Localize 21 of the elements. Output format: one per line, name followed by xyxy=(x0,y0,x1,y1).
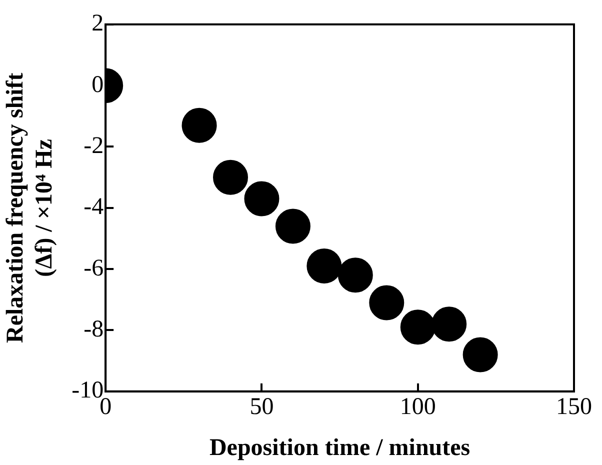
y-tick-label: -8 xyxy=(84,316,104,343)
point xyxy=(244,181,280,216)
point xyxy=(462,337,498,372)
x-tick-label: 100 xyxy=(400,394,436,420)
y-tick-label: -6 xyxy=(84,255,104,282)
point xyxy=(213,160,248,195)
x-tick-label: 150 xyxy=(556,394,592,420)
point xyxy=(338,258,373,293)
y-tick-label: -4 xyxy=(84,194,104,220)
y-tick-label: 2 xyxy=(92,10,104,37)
point xyxy=(182,108,217,143)
point xyxy=(275,208,310,244)
y-tick-label: 0 xyxy=(92,72,104,98)
x-axis-title: Deposition time / minutes xyxy=(209,434,470,461)
point xyxy=(369,285,404,320)
y-axis-title: Relaxation frequency shift (Δf) / ×10⁴ Hz xyxy=(2,72,58,344)
point xyxy=(306,248,342,284)
y-tick-label: -2 xyxy=(84,133,104,160)
point xyxy=(432,306,467,342)
x-tick-label: 50 xyxy=(250,394,274,420)
point xyxy=(400,310,436,345)
